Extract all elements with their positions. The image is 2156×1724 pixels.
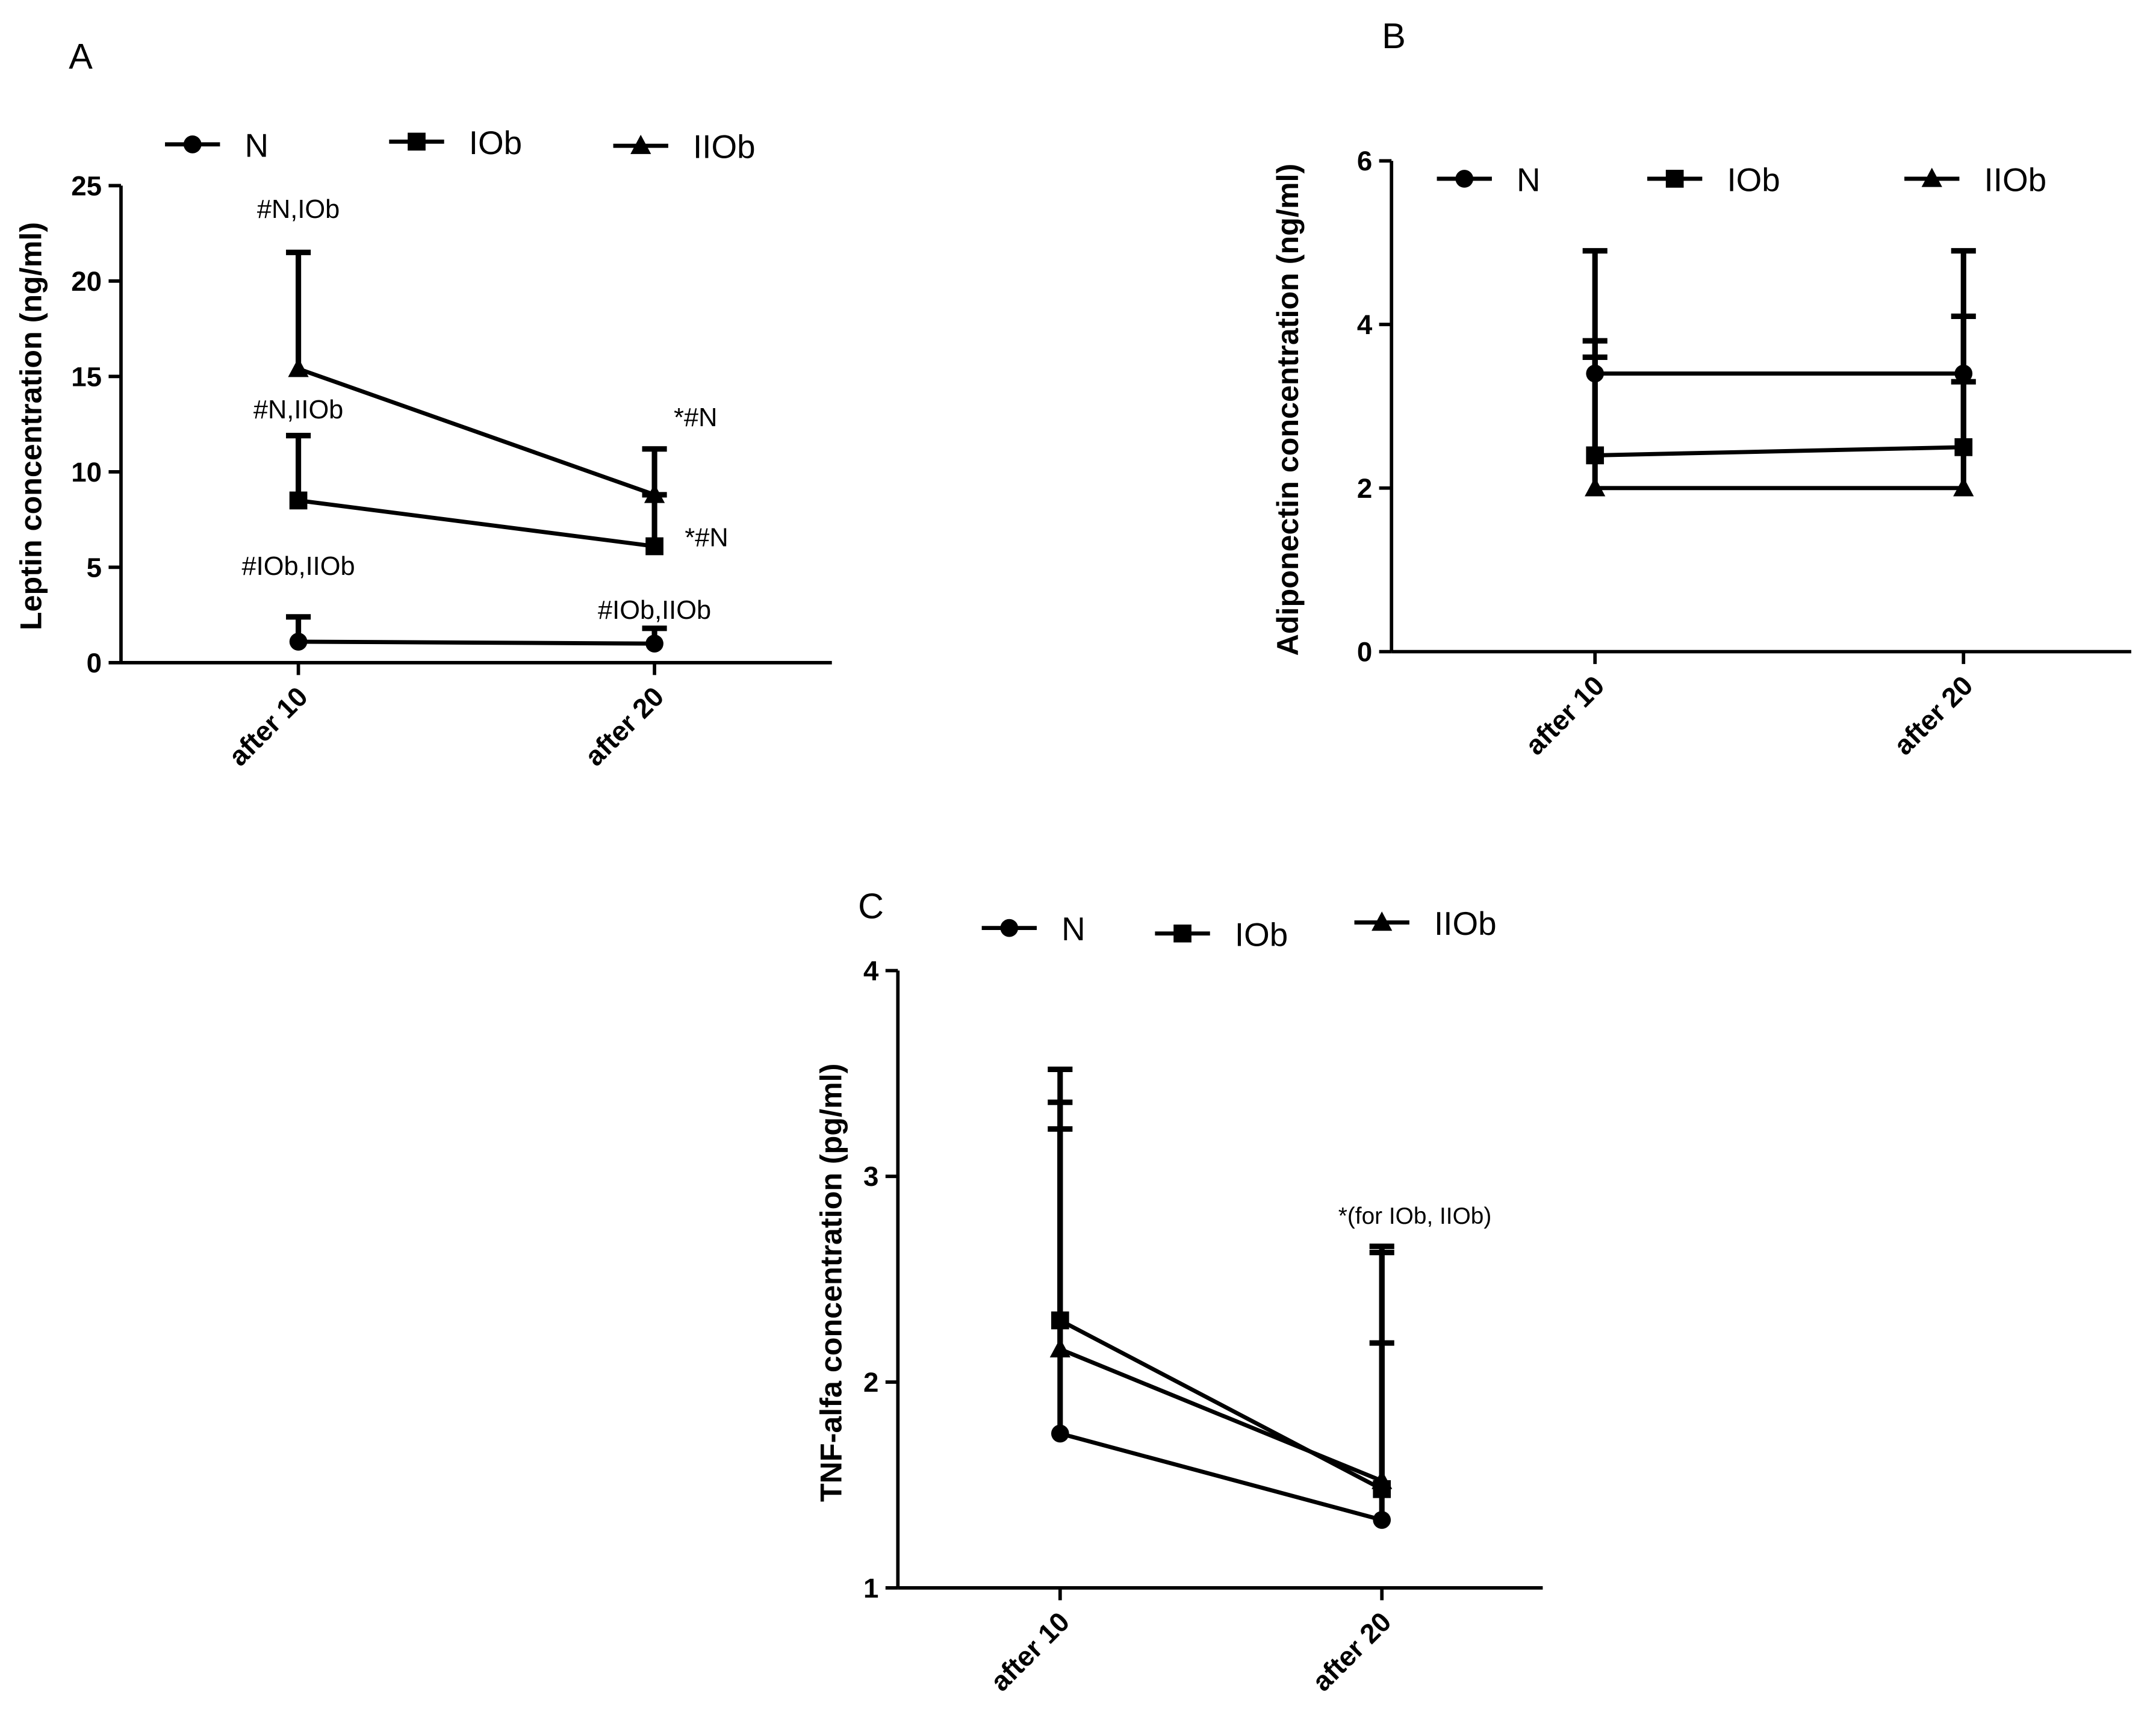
- data-point-a-iob-1: [645, 537, 663, 556]
- legend-marker-b-iiob: [1921, 167, 1942, 187]
- legend-label-c-n: N: [1061, 910, 1086, 947]
- data-point-a-iiob-1: [644, 483, 665, 503]
- annotation-a-5: #IOb,IIOb: [598, 596, 711, 625]
- y-tick-label-a-4: 20: [71, 266, 102, 297]
- legend-a: N IOb IIOb: [165, 124, 756, 166]
- legend-label-b-iob: IOb: [1727, 161, 1780, 199]
- annotation-a-2: #IOb,IIOb: [242, 552, 355, 581]
- legend-label-b-n: N: [1517, 161, 1541, 199]
- y-tick-label-b-1: 2: [1357, 473, 1372, 504]
- series-line-c-n: [1059, 1431, 1383, 1522]
- y-tick-label-c-3: 4: [863, 955, 879, 986]
- series-line-a-iob: [298, 498, 655, 548]
- plot-area-c: 1 2 3 4 after 10 after 20 *(for IOb, IIOb): [863, 955, 1543, 1697]
- y-tick-label-a-1: 5: [87, 552, 102, 583]
- x-tick-label-b-0: after 10: [1520, 670, 1611, 761]
- series-line-c-iob: [1059, 1318, 1383, 1491]
- y-tick-label-a-3: 15: [71, 361, 102, 392]
- y-axis-title-b: Adiponectin concentration (ng/ml): [1271, 164, 1305, 656]
- series-line-b-iob: [1595, 445, 1964, 457]
- legend-marker-c-n: [1000, 919, 1019, 937]
- y-tick-label-b-3: 6: [1357, 146, 1372, 176]
- legend-marker-b-iob: [1665, 170, 1684, 188]
- y-tick-label-c-0: 1: [863, 1573, 878, 1604]
- data-point-a-iob-0: [289, 491, 308, 510]
- legend-marker-a-iob: [408, 132, 426, 151]
- x-tick-label-a-1: after 20: [579, 681, 670, 772]
- series-line-a-n: [298, 639, 655, 646]
- y-tick-label-a-5: 25: [71, 170, 102, 201]
- legend-marker-c-iob: [1173, 924, 1191, 943]
- panel-b-adiponectin-chart: B N IOb IIOb Adiponectin concentration (ng…: [1271, 16, 2131, 761]
- panel-letter-b: B: [1382, 16, 1406, 56]
- data-point-b-iiob-0: [1585, 477, 1606, 497]
- y-tick-label-b-0: 0: [1357, 637, 1372, 668]
- y-tick-label-a-0: 0: [87, 648, 102, 678]
- annotation-c-0: *(for IOb, IIOb): [1338, 1203, 1492, 1229]
- x-tick-label-a-0: after 10: [223, 681, 314, 772]
- x-tick-label-c-0: after 10: [984, 1606, 1075, 1697]
- legend-label-a-iob: IOb: [469, 124, 522, 161]
- annotation-a-0: #N,IOb: [257, 195, 340, 224]
- y-axis-title-c: TNF-alfa concentration (pg/ml): [815, 1064, 848, 1502]
- legend-label-c-iiob: IIOb: [1434, 905, 1497, 942]
- y-axis-title-a: Leptin concentration (ng/ml): [14, 222, 48, 630]
- panel-c-tnf-alfa-chart: C N IOb IIOb TNF-alfa concentration (pg/ml…: [815, 886, 1543, 1697]
- annotation-a-4: *#N: [685, 523, 728, 552]
- x-tick-label-b-1: after 20: [1888, 670, 1979, 761]
- plot-area-a: 0 5 10 15 20 25 after 10 after 20 #N,IOb #N,IIOb #…: [71, 170, 832, 772]
- legend-marker-a-n: [183, 135, 202, 153]
- data-point-c-iiob-0: [1049, 1338, 1070, 1358]
- x-tick-label-c-1: after 20: [1306, 1606, 1397, 1697]
- y-tick-label-c-2: 3: [863, 1161, 878, 1192]
- panel-a-leptin-chart: A N IOb IIOb Leptin concentration (ng/ml) …: [14, 36, 832, 772]
- data-point-a-n-0: [289, 633, 308, 651]
- panel-letter-a: A: [69, 36, 93, 76]
- legend-c: N IOb IIOb: [981, 905, 1497, 953]
- data-point-c-n-1: [1373, 1511, 1391, 1529]
- legend-marker-a-iiob: [630, 134, 651, 154]
- legend-marker-c-iiob: [1372, 911, 1393, 931]
- plot-area-b: 0 2 4 6 after 10 after 20: [1357, 146, 2131, 761]
- data-point-a-iiob-0: [288, 358, 309, 377]
- data-point-a-n-1: [645, 634, 663, 653]
- legend-label-a-iiob: IIOb: [693, 128, 756, 166]
- series-line-a-iiob: [297, 367, 656, 497]
- y-tick-label-b-2: 4: [1357, 309, 1373, 340]
- annotation-a-1: #N,IIOb: [253, 395, 343, 424]
- legend-label-c-iob: IOb: [1235, 916, 1288, 953]
- y-tick-label-a-2: 10: [71, 457, 102, 488]
- panel-letter-c: C: [858, 886, 884, 926]
- legend-label-a-n: N: [245, 126, 269, 164]
- y-tick-label-c-1: 2: [863, 1367, 878, 1398]
- legend-b: N IOb IIOb: [1437, 161, 2046, 199]
- series-line-c-iiob: [1059, 1347, 1383, 1483]
- legend-label-b-iiob: IIOb: [1984, 161, 2047, 199]
- annotation-a-3: *#N: [674, 403, 717, 432]
- data-point-c-n-0: [1051, 1424, 1069, 1443]
- data-point-c-iiob-1: [1372, 1469, 1393, 1489]
- legend-marker-b-n: [1455, 170, 1474, 188]
- data-point-b-iiob-1: [1953, 477, 1974, 497]
